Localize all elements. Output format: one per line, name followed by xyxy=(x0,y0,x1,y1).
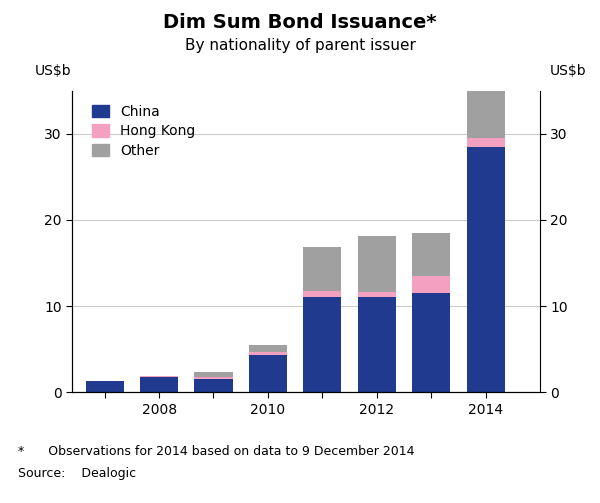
Bar xyxy=(194,379,233,392)
Bar xyxy=(194,372,233,377)
Bar xyxy=(358,292,396,297)
Bar xyxy=(303,291,341,297)
Bar xyxy=(249,346,287,352)
Bar xyxy=(249,352,287,355)
Bar xyxy=(249,355,287,392)
Bar xyxy=(194,377,233,379)
Bar xyxy=(140,377,178,392)
Text: US$b: US$b xyxy=(35,64,71,78)
Bar xyxy=(412,293,450,392)
Bar xyxy=(467,138,505,146)
Bar xyxy=(358,297,396,392)
Text: *      Observations for 2014 based on data to 9 December 2014: * Observations for 2014 based on data to… xyxy=(18,445,415,458)
Legend: China, Hong Kong, Other: China, Hong Kong, Other xyxy=(88,101,200,162)
Text: Source:    Dealogic: Source: Dealogic xyxy=(18,467,136,480)
Bar xyxy=(303,247,341,291)
Text: By nationality of parent issuer: By nationality of parent issuer xyxy=(185,38,415,53)
Bar xyxy=(412,276,450,293)
Bar xyxy=(86,381,124,392)
Text: US$b: US$b xyxy=(550,64,586,78)
Bar xyxy=(303,297,341,392)
Bar xyxy=(467,91,505,138)
Bar xyxy=(467,146,505,392)
Bar xyxy=(412,233,450,276)
Text: Dim Sum Bond Issuance*: Dim Sum Bond Issuance* xyxy=(163,13,437,32)
Bar xyxy=(358,236,396,292)
